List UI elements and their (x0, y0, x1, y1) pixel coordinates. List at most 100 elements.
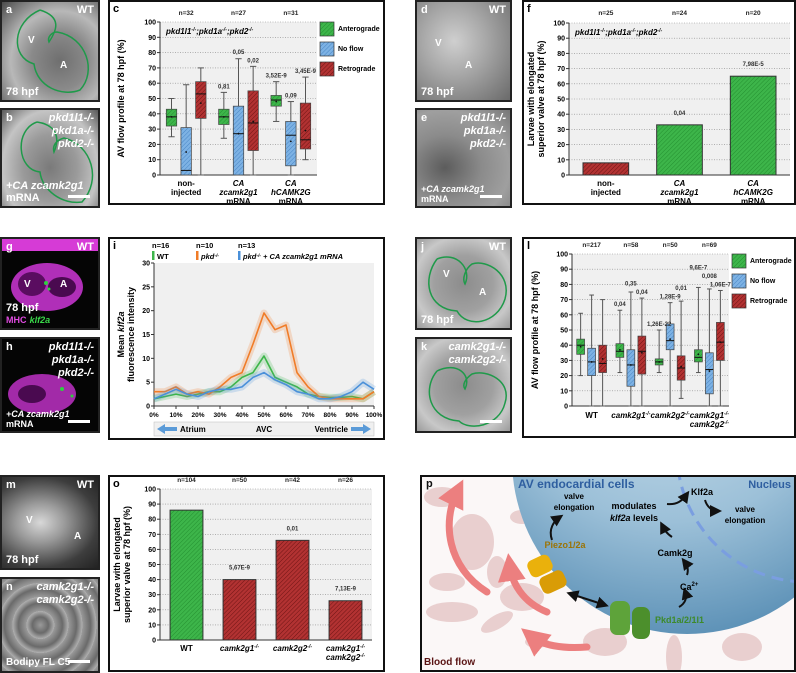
mhc-stain-label: MHC (6, 315, 27, 325)
panel-letter: d (421, 4, 428, 16)
y-axis-label: fluorescence intensity (126, 287, 136, 382)
mean-dot (170, 115, 173, 118)
y-tick-label: 100 (553, 21, 565, 28)
y-tick-label: 40 (560, 343, 568, 350)
injection-label: +CA zcamk2g1 mRNA (6, 180, 84, 204)
signaling-diagram: p AV endocardial cells Nucleus valve elo… (424, 477, 794, 670)
y-axis-label: Mean klf2a (116, 311, 126, 357)
category-label: camk2g1-/- (611, 411, 650, 420)
mean-dot (252, 120, 255, 123)
legend-label: No flow (338, 46, 364, 53)
y-tick-label: 20 (148, 607, 156, 614)
box-no_flow (180, 84, 192, 176)
y-axis-label: AV flow profile at 78 hpf (%) (530, 271, 540, 389)
genotype-line: pkd1a-/- (51, 125, 94, 137)
mean-dot (719, 341, 722, 344)
box-no_flow (232, 58, 245, 176)
y-tick-label: 80 (148, 50, 156, 57)
box-retrograde (598, 299, 607, 407)
mean-dot (185, 151, 188, 153)
panel-letter: b (6, 112, 13, 124)
legend-label: Anterograde (338, 26, 380, 33)
legend-n: n=16 (152, 241, 169, 250)
y-tick-label: 70 (560, 297, 568, 304)
box-iqr (665, 323, 675, 351)
y-tick-label: 90 (148, 35, 156, 42)
region-label-ventricle: Ventricle (315, 425, 349, 434)
legend-label: WT (157, 252, 169, 261)
legend-swatch (152, 251, 155, 260)
x-tick-label: 80% (323, 412, 336, 419)
legend-swatch-no_flow (319, 41, 335, 57)
category-label: camk2g2-/- (651, 411, 690, 420)
x-tick-label: 40% (235, 412, 248, 419)
y-axis-label: superior valve at 78 hpf (%) (122, 506, 132, 623)
bar-chart-f: 0 10 20 30 40 50 60 70 80 90 100 Larvae with elonga… (526, 3, 790, 203)
y-tick-label: 0 (152, 638, 156, 645)
region-bar (153, 421, 375, 437)
box-retrograde (299, 76, 312, 161)
mean-dot (658, 361, 661, 363)
category-label: camk2g2-/- (690, 420, 729, 429)
right-arrow-icon (351, 424, 371, 434)
n-label: n=32 (179, 10, 194, 17)
atrium-label: A (60, 279, 68, 290)
n-label: n=58 (623, 242, 638, 249)
panel-letter: c (113, 3, 119, 15)
y-tick-label: 20 (560, 373, 568, 380)
blood-flow-label: Blood flow (424, 657, 475, 668)
genotype-label: WT (76, 479, 94, 491)
genotype-line: pkd2-/- (469, 138, 506, 150)
y-axis-label: AV flow profile at 78 hpf (%) (116, 39, 126, 157)
genotype-inset: pkd1l1-/-;pkd1a-/-;pkd2-/- (165, 27, 253, 36)
category-label: WT (585, 411, 598, 420)
camk-arrow (681, 557, 694, 576)
box-iqr (626, 349, 636, 387)
calcium-text: Ca (680, 582, 692, 592)
y-tick-label: 70 (148, 532, 156, 539)
genotype-line: pkd1l1-/- (48, 341, 94, 353)
genotype-line: pkd1a-/- (51, 354, 94, 366)
x-tick-label: 0% (149, 412, 159, 419)
legend-label: Retrograde (750, 298, 787, 305)
p-value-label: 0,04 (674, 111, 686, 117)
genotype-line: camk2g2-/- (36, 594, 94, 606)
y-axis-label: Larvae with elongated (526, 52, 536, 147)
p-value-label: 3,45E-9 (295, 69, 317, 75)
n-label: n=24 (672, 10, 687, 17)
panel-letter: j (421, 241, 425, 253)
y-tick-label: 10 (148, 622, 156, 629)
p-value-label: 1,28E-9 (660, 295, 682, 301)
line-chart-i: 0 5 10 15 20 25 30 Mean klf2a fluorescence inten… (113, 240, 383, 437)
elongation-label: elongation (725, 516, 766, 525)
category-label: mRNA (741, 197, 766, 203)
chart-panel-l: 0 10 20 30 40 50 60 70 80 90 100 AV flow profile at… (522, 237, 796, 438)
injection-line: mRNA (421, 194, 449, 204)
category-label: non- (597, 179, 615, 188)
injection-label: +CA zcamk2g1 mRNA (6, 409, 69, 429)
legend-n: n=10 (196, 241, 213, 250)
image-panel-a: a WT V A 78 hpf (0, 0, 100, 102)
genotype-line: camk2g1-/- (448, 341, 506, 353)
mean-dot (669, 338, 672, 341)
box-no_flow (587, 294, 596, 407)
y-tick-label: 70 (557, 66, 565, 73)
stage-label: 78 hpf MHC klf2a (6, 302, 50, 326)
box-anterograde (270, 81, 282, 122)
n-label: n=25 (598, 10, 613, 17)
ventricle-label: V (435, 38, 442, 49)
legend-swatch-anterograde (319, 21, 335, 37)
legend-label: Retrograde (338, 66, 375, 73)
y-tick-label: 10 (557, 157, 565, 164)
diagram-panel-p: p AV endocardial cells Nucleus valve elo… (420, 475, 796, 672)
n-label: n=217 (582, 242, 601, 249)
y-tick-label: 0 (152, 173, 156, 180)
genotype-label: camk2g1-/- camk2g2-/- (449, 341, 506, 367)
p-value-label: 3,52E-9 (266, 74, 288, 80)
legend-label: No flow (750, 278, 776, 285)
y-tick-label: 50 (557, 97, 565, 104)
genotype-label: WT (488, 241, 506, 253)
bar (729, 75, 777, 176)
box-iqr (299, 102, 312, 150)
heart-outline (16, 9, 89, 93)
